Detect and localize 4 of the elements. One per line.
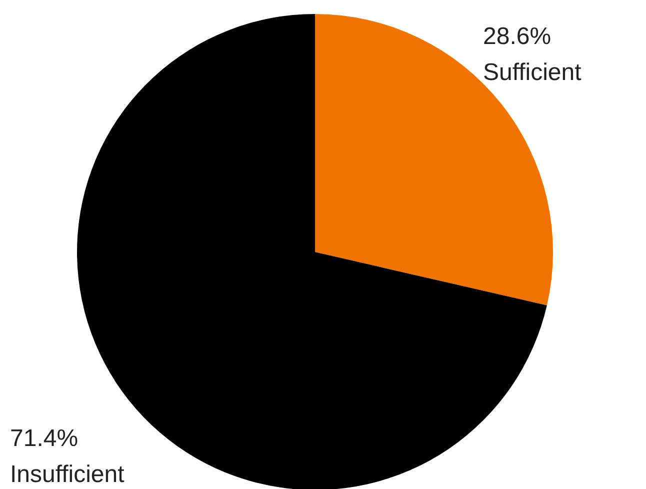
slice-label: Insufficient: [10, 461, 125, 488]
data-label: 71.4%: [10, 425, 78, 452]
slice-label: Sufficient: [483, 59, 582, 86]
data-label: 28.6%: [483, 23, 552, 50]
